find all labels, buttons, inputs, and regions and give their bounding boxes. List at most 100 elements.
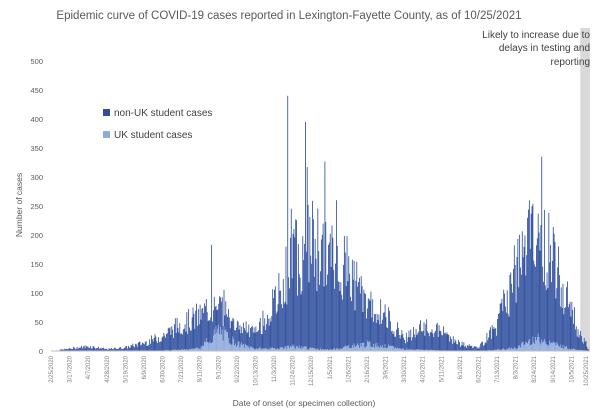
bar-non-uk <box>489 330 490 351</box>
bar-uk <box>550 343 552 351</box>
bar-non-uk <box>239 325 241 348</box>
bar-non-uk <box>443 326 444 351</box>
bar-non-uk <box>374 313 376 344</box>
bar-non-uk <box>519 234 521 346</box>
bar-non-uk <box>566 287 567 347</box>
bar-uk <box>231 344 233 351</box>
bar-non-uk <box>386 327 388 349</box>
bar-non-uk <box>151 335 152 351</box>
bar-uk <box>186 349 188 351</box>
bar-non-uk <box>426 319 428 350</box>
bar-non-uk <box>315 258 317 350</box>
bar-non-uk <box>123 348 125 351</box>
bar-uk <box>245 345 247 351</box>
bar-non-uk <box>334 288 336 349</box>
bar-non-uk <box>211 244 213 344</box>
delay-note-line-2: delays in testing and <box>499 43 590 54</box>
bar-non-uk <box>543 209 545 340</box>
bar-non-uk <box>527 217 529 344</box>
bar-non-uk <box>294 237 296 348</box>
bar-non-uk <box>134 347 136 351</box>
bar-uk <box>197 347 198 351</box>
delay-note: Likely to increase due to delays in test… <box>482 30 590 68</box>
bar-non-uk <box>128 346 129 351</box>
bar-non-uk <box>570 316 572 350</box>
bar-uk <box>324 349 326 351</box>
bar-non-uk <box>350 296 351 349</box>
bar-non-uk <box>420 320 421 350</box>
bar-non-uk <box>374 314 375 348</box>
bar-non-uk <box>451 343 453 351</box>
bar-non-uk <box>498 312 500 350</box>
bar-uk <box>384 344 386 351</box>
bar-uk <box>315 349 317 351</box>
bar-uk <box>368 341 370 351</box>
bar-non-uk <box>206 312 208 343</box>
delay-note-line-1: Likely to increase due to <box>482 30 590 41</box>
bar-non-uk <box>160 341 162 351</box>
bar-uk <box>373 344 375 351</box>
bar-non-uk <box>325 221 327 349</box>
bar-non-uk <box>120 348 122 351</box>
bar-uk <box>369 341 371 351</box>
bar-non-uk <box>539 250 541 343</box>
bar-uk <box>399 348 401 351</box>
bar-non-uk <box>151 339 153 351</box>
bar-non-uk <box>159 341 161 351</box>
bar-non-uk <box>220 297 221 328</box>
x-tick-label: 4/28/2020 <box>105 355 111 382</box>
bar-non-uk <box>410 329 412 350</box>
bar-non-uk <box>549 262 551 341</box>
bar-non-uk <box>514 265 516 348</box>
bar-uk <box>204 341 205 351</box>
bar-uk <box>322 349 324 351</box>
bar-non-uk <box>146 345 148 351</box>
bar-non-uk <box>459 346 461 351</box>
bar-non-uk <box>529 248 531 346</box>
bar-uk <box>336 348 338 351</box>
bar-non-uk <box>81 345 82 351</box>
bar-non-uk <box>370 291 372 347</box>
bar-non-uk <box>436 324 437 351</box>
bar-non-uk <box>398 334 400 349</box>
x-tick-label: 11/3/2020 <box>272 355 278 382</box>
bar-non-uk <box>371 317 373 348</box>
bar-uk <box>551 343 553 351</box>
bar-uk <box>297 346 298 351</box>
bar-non-uk <box>140 345 142 351</box>
bar-uk <box>286 348 288 351</box>
bar-non-uk <box>518 287 520 346</box>
x-tick-label: 8/24/2021 <box>532 355 538 382</box>
bar-uk <box>260 349 262 351</box>
bar-non-uk <box>467 346 469 351</box>
bar-non-uk <box>520 274 522 344</box>
bar-uk <box>318 349 320 351</box>
x-tick-label: 9/22/2020 <box>235 355 241 382</box>
bar-uk <box>280 347 282 351</box>
bar-non-uk <box>471 345 473 351</box>
bar-non-uk <box>373 321 375 345</box>
bar-non-uk <box>217 309 219 329</box>
x-tick-label: 9/14/2021 <box>551 355 557 382</box>
bar-non-uk <box>271 316 273 348</box>
bar-non-uk <box>466 345 468 351</box>
bar-uk <box>321 349 323 351</box>
bar-uk <box>356 345 358 351</box>
bar-non-uk <box>267 318 269 350</box>
bar-non-uk <box>292 233 294 347</box>
bar-non-uk <box>552 226 554 342</box>
bar-uk <box>299 348 301 351</box>
bar-non-uk <box>545 290 547 345</box>
bar-uk <box>557 343 559 351</box>
bar-uk <box>310 347 312 351</box>
bar-non-uk <box>439 330 441 351</box>
bar-uk <box>359 347 360 351</box>
bar-uk <box>264 348 266 351</box>
bar-non-uk <box>86 346 88 351</box>
bar-non-uk <box>413 334 415 350</box>
bar-non-uk <box>533 260 535 343</box>
bar-uk <box>181 349 182 351</box>
bar-uk <box>199 349 201 351</box>
bar-uk <box>258 347 260 351</box>
bar-uk <box>538 337 540 351</box>
